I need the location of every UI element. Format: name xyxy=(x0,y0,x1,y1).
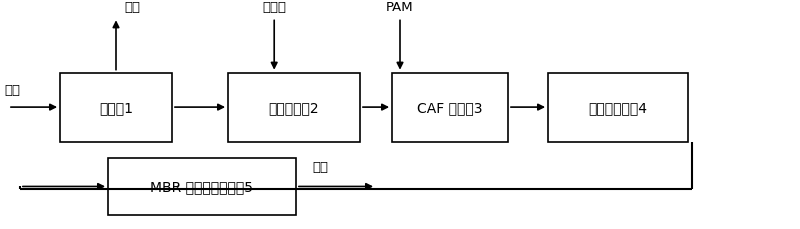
Text: 进水: 进水 xyxy=(4,83,20,96)
Text: 收油: 收油 xyxy=(124,1,140,14)
Bar xyxy=(108,158,296,215)
Text: 调节氖1: 调节氖1 xyxy=(99,101,133,114)
Bar xyxy=(60,73,172,142)
Text: 破乳剂: 破乳剂 xyxy=(262,1,286,14)
Bar xyxy=(228,73,360,142)
Bar xyxy=(548,73,688,142)
Text: 混凝反应扠2: 混凝反应扠2 xyxy=(269,101,319,114)
Text: 排放: 排放 xyxy=(312,160,328,173)
Text: 厄氧反应单元4: 厄氧反应单元4 xyxy=(589,101,647,114)
Text: MBR 膜生物反应单元5: MBR 膜生物反应单元5 xyxy=(150,180,254,194)
Text: PAM: PAM xyxy=(386,1,414,14)
Text: CAF 气浮扠3: CAF 气浮扠3 xyxy=(418,101,482,114)
Bar xyxy=(392,73,508,142)
